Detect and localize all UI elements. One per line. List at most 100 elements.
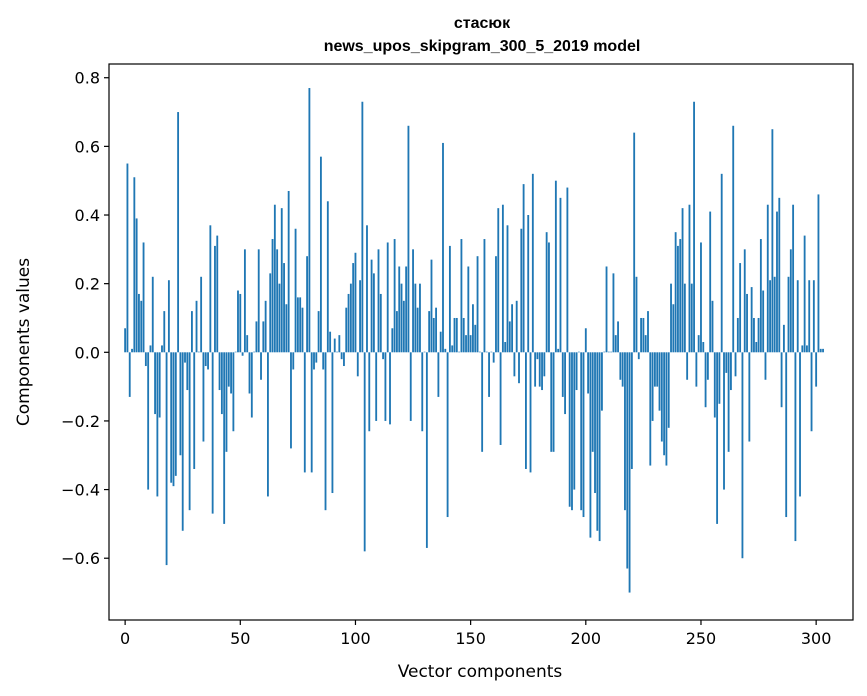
bar — [260, 352, 262, 380]
bar — [794, 352, 797, 542]
bar — [179, 352, 182, 456]
bar — [603, 351, 606, 353]
bar — [677, 245, 679, 353]
bar — [665, 352, 668, 466]
bar — [356, 352, 359, 377]
bar — [667, 352, 670, 428]
bar — [598, 352, 601, 542]
bar — [359, 280, 361, 353]
bar — [660, 352, 663, 442]
bar — [131, 348, 133, 353]
y-tick-label: 0.8 — [75, 69, 100, 88]
bar — [695, 352, 698, 387]
bar — [651, 352, 654, 421]
bar — [725, 352, 728, 373]
bar — [566, 187, 569, 353]
bar — [548, 242, 550, 353]
bar — [679, 239, 682, 353]
bar — [315, 352, 318, 363]
y-tick-label: 0.0 — [75, 343, 100, 362]
bar — [591, 352, 594, 452]
bar — [230, 352, 232, 394]
bar — [474, 324, 477, 353]
bar — [709, 211, 712, 353]
bar — [506, 225, 509, 353]
bar — [808, 280, 811, 353]
bar — [801, 345, 804, 353]
bar — [720, 173, 723, 353]
bar — [142, 242, 145, 353]
bar — [292, 352, 295, 370]
bar — [151, 276, 154, 353]
bar — [158, 352, 161, 418]
bar — [366, 225, 368, 353]
bar — [483, 239, 486, 353]
bar — [674, 232, 677, 353]
bar — [750, 287, 753, 353]
bar — [393, 239, 396, 353]
bar — [778, 197, 781, 353]
bar — [389, 352, 391, 425]
bar — [812, 280, 815, 353]
bar — [686, 352, 689, 380]
bar — [391, 328, 394, 353]
bar — [184, 352, 186, 363]
bar — [741, 352, 744, 559]
bar — [285, 304, 288, 353]
bar — [739, 263, 742, 353]
bar — [504, 342, 507, 353]
bar — [379, 293, 382, 353]
x-tick-label: 300 — [801, 629, 832, 648]
bar — [501, 204, 504, 353]
bar — [730, 352, 732, 391]
bar — [773, 276, 776, 353]
bar — [324, 352, 327, 511]
bar — [423, 351, 426, 353]
bar — [782, 324, 785, 353]
bar — [478, 351, 481, 353]
bar — [607, 351, 610, 353]
bar — [573, 352, 576, 490]
bar — [216, 235, 219, 353]
bar — [511, 304, 514, 353]
bar — [554, 180, 557, 353]
bar — [248, 352, 251, 394]
bar-series — [124, 88, 824, 593]
bar — [398, 266, 401, 353]
bar — [329, 331, 332, 353]
bar — [508, 321, 511, 353]
bar — [644, 335, 647, 353]
bar — [345, 307, 348, 353]
y-tick-label: 0.6 — [75, 137, 100, 156]
bar — [126, 163, 129, 353]
bar — [349, 283, 352, 353]
bar — [485, 351, 488, 353]
bar — [704, 352, 707, 408]
bar — [601, 352, 603, 411]
bar — [223, 352, 226, 524]
bar — [702, 342, 705, 353]
bar — [241, 352, 244, 356]
bar — [649, 352, 652, 466]
bar — [439, 331, 442, 353]
bar — [545, 232, 548, 353]
bar — [243, 249, 246, 353]
bar — [633, 132, 636, 353]
bar — [133, 177, 136, 353]
bar — [200, 276, 203, 353]
bar — [612, 273, 615, 353]
bar — [628, 352, 631, 593]
bar — [402, 300, 405, 353]
bar — [313, 352, 315, 370]
bar — [584, 328, 587, 353]
bar — [124, 328, 127, 353]
bar — [209, 225, 212, 353]
bar — [766, 204, 769, 353]
bar — [370, 259, 373, 353]
bar — [220, 352, 223, 415]
bar — [734, 352, 737, 377]
chart-subtitle: news_upos_skipgram_300_5_2019 model — [324, 38, 641, 55]
bar — [575, 352, 578, 391]
bar — [361, 101, 364, 353]
bar — [513, 352, 516, 377]
